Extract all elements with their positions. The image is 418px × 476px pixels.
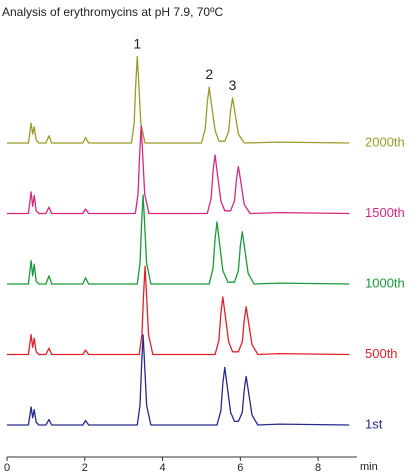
trace [7, 55, 350, 144]
series-label: 1500th [365, 205, 405, 220]
series-label: 2000th [365, 134, 405, 149]
trace [7, 125, 350, 215]
x-axis-label: min [360, 461, 378, 473]
series-label: 1st [365, 416, 383, 431]
trace [7, 194, 350, 285]
trace [7, 265, 350, 356]
x-tick-label: 6 [237, 462, 243, 474]
peak-label: 1 [133, 36, 141, 52]
series-label: 500th [365, 346, 398, 361]
x-tick-label: 4 [159, 462, 165, 474]
series-label: 1000th [365, 275, 405, 290]
x-tick-label: 8 [315, 462, 321, 474]
peak-label: 3 [229, 77, 237, 93]
x-tick-label: 2 [82, 462, 88, 474]
x-tick-label: 0 [4, 462, 10, 474]
peak-label: 2 [205, 66, 213, 82]
trace [7, 334, 350, 426]
chart-title: Analysis of erythromycins at pH 7.9, 70º… [2, 5, 223, 19]
